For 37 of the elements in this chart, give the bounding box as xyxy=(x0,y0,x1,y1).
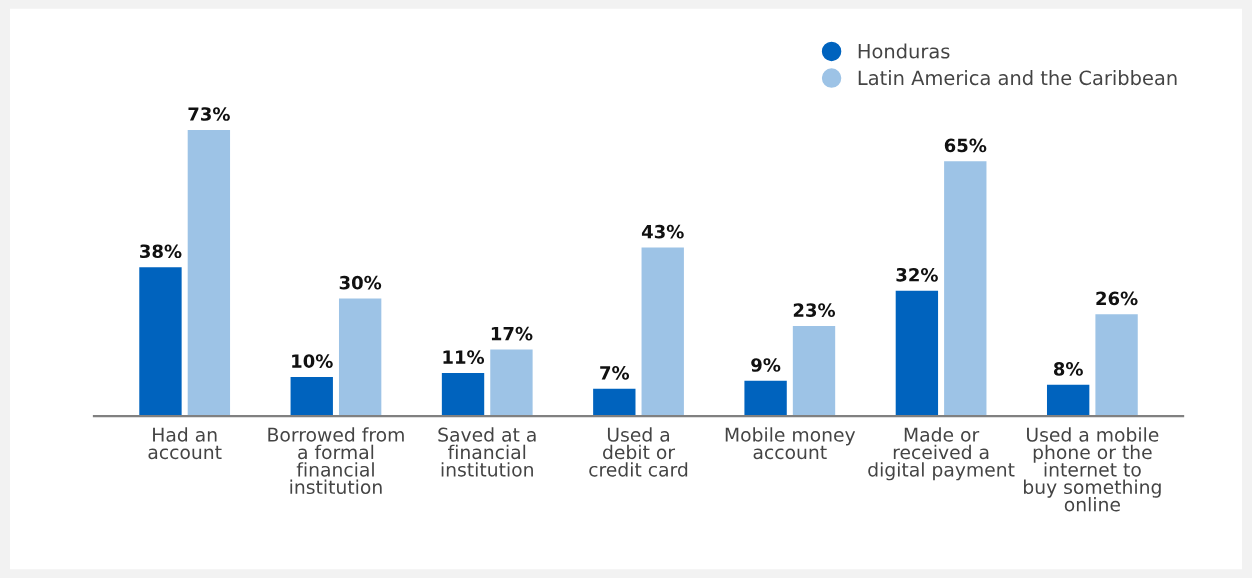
bar xyxy=(490,349,533,417)
x-tick-label: Had an account xyxy=(148,427,222,460)
bar xyxy=(593,388,636,417)
bar xyxy=(139,267,182,417)
bar xyxy=(895,290,939,417)
legend-label: Latin America and the Caribbean xyxy=(858,70,1177,86)
data-label: 32% xyxy=(896,267,938,282)
data-label: 10% xyxy=(292,354,333,368)
bar xyxy=(744,380,787,417)
bar xyxy=(944,161,987,417)
data-label: 23% xyxy=(793,303,836,317)
data-label: 11% xyxy=(443,350,485,364)
data-label: 43% xyxy=(641,224,684,239)
data-label: 73% xyxy=(188,107,230,121)
bar xyxy=(290,376,333,417)
x-tick-label: Made or received a digital payment xyxy=(868,427,1015,481)
bar xyxy=(441,373,485,417)
bar xyxy=(338,298,382,417)
data-label: 38% xyxy=(140,244,182,259)
x-tick-label: Used a debit or credit card xyxy=(589,427,688,477)
legend-label: Honduras xyxy=(858,43,950,59)
data-label: 9% xyxy=(751,358,781,372)
bar xyxy=(1095,314,1138,417)
x-tick-label: Saved at a financial institution xyxy=(438,427,536,477)
x-tick-label: Borrowed from a formal financial institution xyxy=(268,427,404,495)
bar xyxy=(641,247,684,417)
data-label: 65% xyxy=(944,138,987,153)
x-tick-label: Mobile money account xyxy=(725,427,856,460)
x-tick-label: Used a mobile phone or the internet to buy something online xyxy=(1024,427,1161,512)
data-label: 17% xyxy=(491,326,533,341)
data-label: 7% xyxy=(600,366,630,380)
data-label: 26% xyxy=(1096,291,1138,306)
data-label: 8% xyxy=(1053,362,1083,376)
bar xyxy=(1046,384,1090,417)
bar xyxy=(792,325,836,417)
bar xyxy=(187,129,231,417)
data-label: 30% xyxy=(339,275,382,290)
